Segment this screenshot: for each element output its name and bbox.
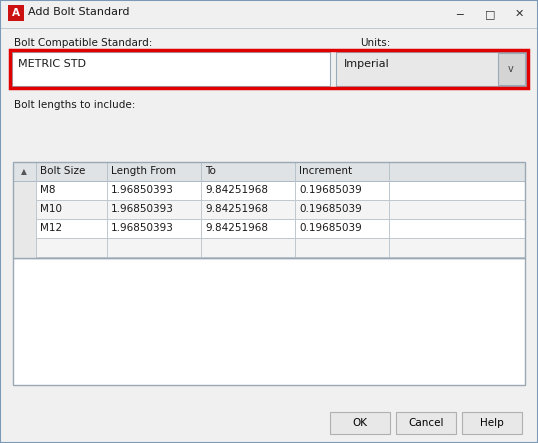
Text: Bolt Size: Bolt Size bbox=[40, 166, 86, 176]
Bar bbox=[295, 162, 296, 182]
Bar bbox=[36, 162, 37, 182]
Text: ✕: ✕ bbox=[514, 9, 523, 19]
Bar bbox=[389, 182, 390, 201]
Text: 0.19685039: 0.19685039 bbox=[299, 223, 362, 233]
Text: 1.96850393: 1.96850393 bbox=[111, 223, 174, 233]
Bar bbox=[107, 239, 108, 258]
Bar bbox=[1, 1, 537, 29]
Text: Length From: Length From bbox=[111, 166, 176, 176]
Bar bbox=[13, 162, 525, 182]
Text: Imperial: Imperial bbox=[344, 59, 390, 69]
Bar bbox=[13, 220, 525, 239]
Bar bbox=[295, 182, 296, 201]
Text: 9.84251968: 9.84251968 bbox=[205, 185, 268, 195]
Text: METRIC STD: METRIC STD bbox=[18, 59, 86, 69]
Bar bbox=[13, 201, 525, 220]
Text: ─: ─ bbox=[457, 9, 463, 19]
Bar bbox=[1, 28, 537, 29]
Bar bbox=[201, 220, 202, 239]
Text: M8: M8 bbox=[40, 185, 55, 195]
Bar bbox=[13, 239, 525, 258]
Text: 9.84251968: 9.84251968 bbox=[205, 204, 268, 214]
Bar bbox=[107, 182, 108, 201]
Bar bbox=[13, 182, 525, 201]
Bar bbox=[201, 162, 202, 182]
Text: Bolt Compatible Standard:: Bolt Compatible Standard: bbox=[14, 38, 152, 48]
Bar bbox=[330, 412, 390, 434]
Bar bbox=[201, 239, 202, 258]
Text: 0.19685039: 0.19685039 bbox=[299, 204, 362, 214]
Bar bbox=[389, 239, 390, 258]
Bar bbox=[295, 201, 296, 220]
Text: 1.96850393: 1.96850393 bbox=[111, 185, 174, 195]
Text: A: A bbox=[12, 8, 20, 18]
Bar bbox=[36, 182, 37, 201]
Text: Increment: Increment bbox=[299, 166, 352, 176]
Text: 0.19685039: 0.19685039 bbox=[299, 185, 362, 195]
Bar bbox=[396, 412, 456, 434]
Bar bbox=[36, 220, 37, 239]
Text: ▲: ▲ bbox=[21, 167, 27, 176]
Bar bbox=[336, 52, 526, 86]
Text: 9.84251968: 9.84251968 bbox=[205, 223, 268, 233]
Bar bbox=[13, 181, 525, 182]
Bar bbox=[12, 52, 330, 86]
Bar bbox=[201, 201, 202, 220]
Bar bbox=[13, 239, 36, 258]
Text: □: □ bbox=[485, 9, 495, 19]
Text: OK: OK bbox=[352, 418, 367, 428]
Bar bbox=[295, 239, 296, 258]
Bar bbox=[8, 5, 24, 21]
Bar bbox=[13, 220, 36, 239]
Bar bbox=[36, 239, 37, 258]
Text: 1.96850393: 1.96850393 bbox=[111, 204, 174, 214]
Bar bbox=[107, 201, 108, 220]
Bar bbox=[389, 162, 390, 182]
Bar bbox=[36, 201, 37, 220]
Bar bbox=[389, 220, 390, 239]
Bar bbox=[13, 182, 36, 201]
Bar bbox=[13, 162, 525, 258]
Bar bbox=[13, 257, 525, 258]
Text: To: To bbox=[205, 166, 216, 176]
Text: Add Bolt Standard: Add Bolt Standard bbox=[28, 7, 130, 17]
Bar bbox=[107, 162, 108, 182]
Bar bbox=[201, 182, 202, 201]
Bar bbox=[107, 220, 108, 239]
Text: Units:: Units: bbox=[360, 38, 391, 48]
Bar bbox=[13, 238, 525, 239]
Bar bbox=[13, 258, 525, 385]
Text: Cancel: Cancel bbox=[408, 418, 444, 428]
Text: Bolt lengths to include:: Bolt lengths to include: bbox=[14, 100, 136, 110]
Bar bbox=[13, 219, 525, 220]
Text: M10: M10 bbox=[40, 204, 62, 214]
Bar bbox=[462, 412, 522, 434]
Text: M12: M12 bbox=[40, 223, 62, 233]
Bar bbox=[13, 200, 525, 201]
Bar bbox=[10, 50, 528, 88]
Bar bbox=[498, 53, 525, 85]
Bar bbox=[295, 220, 296, 239]
Text: v: v bbox=[508, 64, 514, 74]
Text: Help: Help bbox=[480, 418, 504, 428]
Bar bbox=[13, 201, 36, 220]
Bar bbox=[389, 201, 390, 220]
